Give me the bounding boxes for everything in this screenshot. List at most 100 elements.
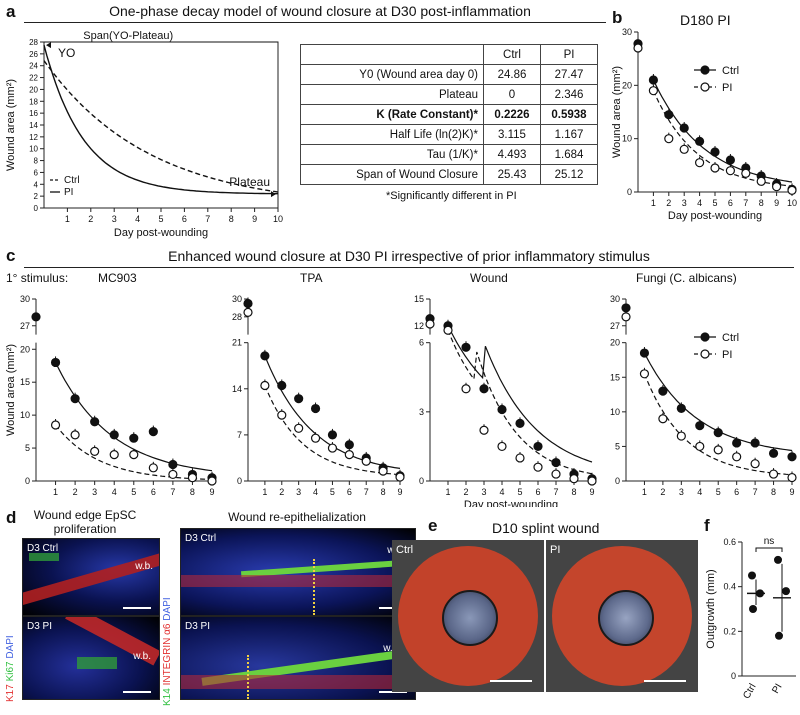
data-point-ctrl	[515, 418, 525, 428]
data-point-ctrl	[277, 380, 287, 391]
y-tick-label: 20	[610, 338, 620, 348]
data-point-pi	[378, 466, 388, 476]
x-axis-label: Day post-wounding	[668, 210, 762, 222]
stimulus-fungi: Fungi (C. albicans)	[636, 271, 737, 285]
x-tick-label: 4	[697, 487, 702, 497]
x-tick-label: 6	[535, 487, 540, 497]
x-tick-label: 8	[759, 198, 764, 208]
x-tick-label: 8	[571, 487, 576, 497]
fit-curve-ctrl	[652, 79, 793, 183]
ki67-stained-cells	[77, 657, 117, 669]
y-tick-label: 15	[20, 377, 30, 387]
y-tick-label: 0.6	[723, 537, 736, 547]
table-row: Plateau 0 2.346	[300, 84, 598, 105]
scale-bar	[644, 680, 686, 682]
x-tick-label: 2	[279, 487, 284, 497]
x-tick-label: 4	[697, 198, 702, 208]
legend-marker	[700, 332, 710, 342]
stain-k14: K14	[162, 688, 173, 706]
y-tick-label: 15	[414, 294, 424, 304]
data-point-ctrl	[648, 75, 659, 85]
data-point-ctrl	[243, 298, 253, 309]
y-tick-label: 10	[622, 134, 632, 144]
panel-a-title: One-phase decay model of wound closure a…	[109, 3, 531, 19]
data-point-ctrl	[787, 452, 797, 462]
data-point-pi	[148, 463, 158, 473]
data-point-pi	[70, 430, 80, 440]
panel-e-letter: e	[428, 516, 438, 535]
parameter-table: Ctrl PI Y0 (Wound area day 0) 24.86 27.47 P…	[300, 44, 598, 185]
y-axis-label: Wound area (mm²)	[5, 344, 17, 436]
x-tick-label: 5	[131, 487, 136, 497]
label-d3-pi: D3 PI	[185, 621, 211, 632]
table-cell-ctrl: 0	[483, 84, 541, 105]
data-point-pi	[639, 369, 650, 379]
scale-bar	[490, 680, 532, 682]
table-cell-ctrl: 3.115	[483, 124, 541, 145]
data-point-pi	[109, 450, 119, 460]
table-cell-label: K (Rate Constant)*	[300, 104, 484, 125]
x-tick-label: 1	[53, 487, 58, 497]
data-point-pi	[497, 441, 507, 452]
legend-label: Ctrl	[64, 175, 80, 186]
y-tick-label: 20	[622, 80, 632, 90]
y-tick-label: 24	[29, 62, 38, 71]
y-tick-label: 0	[419, 476, 424, 486]
chart-b-plot: 0 10 20 30 1 2 3 4 5 6 7 8 9 10 Day post-wounding Wound…	[611, 27, 797, 222]
legend-marker	[700, 82, 710, 92]
legend-label: PI	[64, 187, 73, 198]
left-stain-label: K17 Ki67 DAPI	[5, 532, 16, 702]
data-point-pi	[129, 450, 139, 460]
x-category-label: Ctrl	[741, 682, 758, 701]
label-pi: PI	[550, 544, 561, 556]
data-point-pi	[676, 431, 686, 441]
chart-c4: 0 5 10 15 20 27 30 1 2 3 4 5 6 7 8 9 Ctrl PI	[610, 294, 797, 497]
data-point-pi	[725, 166, 736, 176]
y-tick-label: 10	[29, 145, 38, 154]
x-tick-label: 3	[92, 487, 97, 497]
table-cell-label: Half Life (ln(2)K)*	[300, 124, 484, 145]
x-tick-label: 6	[182, 214, 187, 224]
x-tick-label: 7	[170, 487, 175, 497]
label-wb: w.b.	[135, 561, 153, 572]
data-point-pi	[787, 472, 797, 483]
data-point-pi	[633, 43, 643, 53]
splint-photo-ctrl: Ctrl	[392, 540, 544, 692]
y-tick-label: 0	[34, 204, 39, 213]
integrin-stained-layer	[181, 575, 415, 587]
y-tick-label: 6	[34, 168, 39, 177]
x-tick-label: 5	[158, 214, 163, 224]
data-point-ctrl	[109, 430, 119, 440]
x-tick-label: 9	[589, 487, 594, 497]
data-point-ctrl	[90, 417, 100, 427]
significance-bracket	[755, 547, 783, 552]
data-point-ctrl	[260, 351, 270, 361]
table-row: Tau (1/K)* 4.493 1.684	[300, 144, 598, 165]
table-cell-label: Span of Wound Closure	[300, 164, 484, 185]
x-tick-label: 10	[273, 214, 283, 224]
table-row: K (Rate Constant)* 0.2226 0.5938	[300, 104, 598, 125]
y-tick-label: 22	[29, 74, 38, 83]
data-point-pi	[395, 472, 405, 482]
y-tick-label: 18	[29, 97, 38, 106]
stimulus-wound: Wound	[470, 271, 508, 285]
stain-dapi: DAPI	[162, 597, 173, 621]
data-point-ctrl	[658, 386, 668, 396]
data-point-ctrl	[70, 394, 80, 404]
x-tick-label: 6	[728, 198, 733, 208]
chart-f-plot: 0 0.2 0.4 0.6 Outgrowth (mm) Ctrl PI ns	[705, 536, 796, 701]
data-point-pi	[277, 410, 287, 420]
data-point-ctrl	[31, 312, 41, 322]
table-cell-label: Y0 (Wound area day 0)	[300, 64, 484, 85]
y-tick-label: 0	[615, 476, 620, 486]
table-cell-pi: 0.5938	[540, 104, 598, 125]
table-header-cell	[300, 44, 484, 65]
y-tick-label: 7	[237, 430, 242, 440]
scale-bar	[123, 691, 151, 693]
data-point-ctrl	[50, 357, 61, 368]
data-point-pi	[679, 144, 689, 154]
y-tick-label: 12	[414, 321, 424, 331]
y-tick-label: 20	[20, 344, 30, 354]
data-point-ctrl	[679, 123, 689, 133]
legend-label: Ctrl	[722, 65, 739, 77]
